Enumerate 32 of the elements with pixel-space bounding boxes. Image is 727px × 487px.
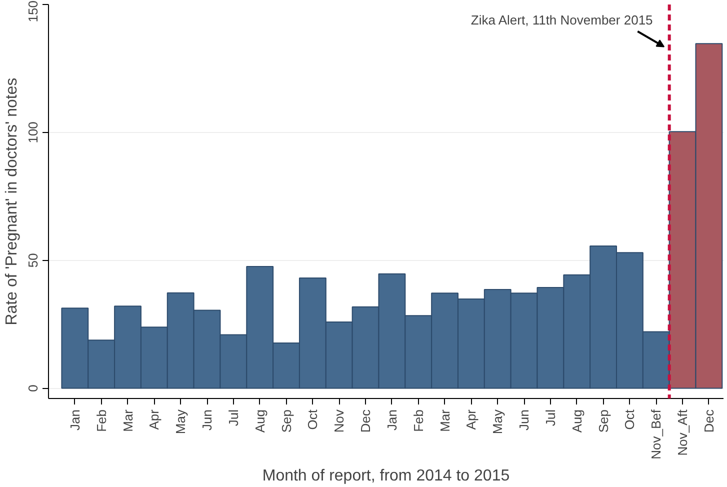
x-tick-label: Dec xyxy=(701,409,716,433)
y-tick-label: 50 xyxy=(26,253,40,268)
x-tick-label: Nov xyxy=(332,409,347,433)
y-axis-title: Rate of 'Pregnant' in doctors' notes xyxy=(4,78,20,326)
x-axis-title: Month of report, from 2014 to 2015 xyxy=(262,467,510,484)
x-tick-label: Jan xyxy=(67,409,82,430)
x-tick-label: Sep xyxy=(278,409,294,433)
x-tick-label: Mar xyxy=(120,408,136,432)
x-tick-label: Mar xyxy=(437,408,452,432)
y-tick-label: 150 xyxy=(26,0,40,22)
x-tick-label: Feb xyxy=(410,409,426,432)
x-tick-label: Nov_Aft xyxy=(675,409,690,456)
x-tick-label: Feb xyxy=(94,409,109,432)
x-tick-label: Jun xyxy=(200,409,215,430)
x-tick-label: Jul xyxy=(542,409,558,426)
x-tick-label: Aug xyxy=(569,409,584,433)
x-tick-label: Jan xyxy=(384,409,400,430)
x-tick-label: Nov_Bef xyxy=(648,409,664,460)
x-tick-label: Oct xyxy=(622,409,638,430)
x-tick-label: May xyxy=(173,409,188,434)
x-tick-label: Jun xyxy=(516,409,532,430)
y-tick-label: 100 xyxy=(26,122,40,144)
x-tick-label: May xyxy=(490,409,506,434)
x-tick-label: Aug xyxy=(252,409,268,433)
x-tick-label: Apr xyxy=(146,408,162,430)
x-tick-label: Jul xyxy=(226,409,241,426)
x-tick-label: Oct xyxy=(305,409,320,430)
x-tick-label: Dec xyxy=(358,409,374,433)
annotation: Zika Alert, 11th November 2015 xyxy=(470,12,653,28)
x-tick-label: Apr xyxy=(464,408,479,430)
y-tick-label: 0 xyxy=(26,384,40,392)
x-tick-label: Sep xyxy=(596,409,611,433)
